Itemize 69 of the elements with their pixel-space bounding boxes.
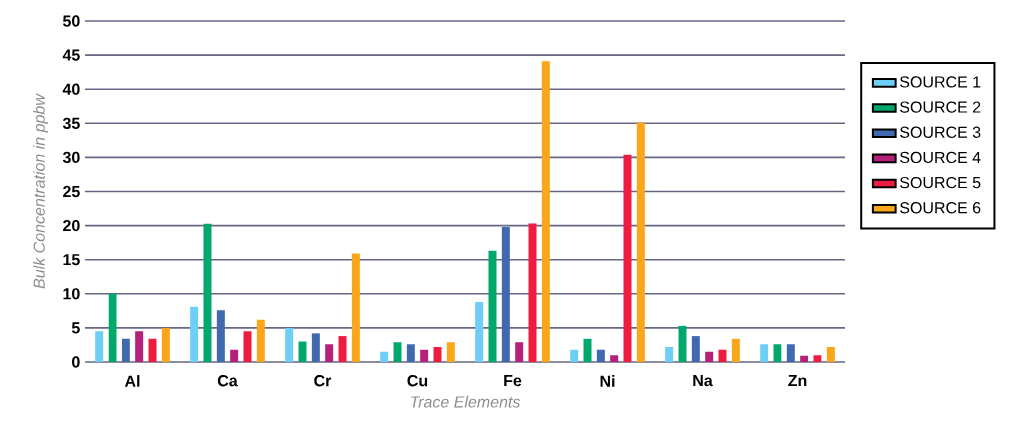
bar (718, 349, 727, 362)
bar (161, 327, 170, 362)
bar (311, 333, 320, 362)
x-tick-label: Al (124, 375, 140, 387)
y-tick-label: 20 (63, 219, 80, 232)
y-tick-label: 15 (63, 254, 80, 266)
x-tick-label: Zn (788, 375, 807, 387)
bar (420, 349, 429, 362)
bar (515, 342, 524, 362)
bar (216, 310, 225, 362)
bar (636, 122, 645, 362)
bar (731, 338, 740, 362)
bar (256, 319, 265, 362)
bar (285, 327, 294, 362)
x-tick-label: Cu (407, 375, 428, 387)
legend-label: SOURCE 2 (900, 101, 981, 113)
bar (488, 250, 497, 362)
bar (826, 347, 835, 362)
bar (610, 355, 619, 362)
y-tick-label: 45 (62, 49, 80, 61)
bar (528, 223, 537, 362)
legend-label: SOURCE 6 (900, 202, 981, 214)
y-tick-label: 25 (63, 185, 80, 198)
x-tick-label: Na (693, 375, 713, 387)
x-axis-title: Trace Elements (411, 395, 521, 408)
bar (501, 226, 510, 362)
bar (665, 347, 674, 362)
y-tick-label: 10 (63, 288, 80, 300)
bar (800, 355, 809, 362)
bar (596, 349, 605, 362)
bar (433, 347, 442, 362)
y-tick-label: 50 (62, 15, 80, 27)
bar (541, 61, 550, 362)
y-tick-label: 35 (62, 117, 80, 129)
bar (570, 349, 579, 362)
y-tick-label: 0 (72, 356, 80, 368)
x-tick-label: Ca (217, 375, 238, 387)
legend-label: SOURCE 4 (900, 151, 981, 164)
bar (351, 253, 360, 362)
bar (338, 336, 347, 362)
bar (190, 306, 199, 362)
bar (135, 331, 144, 362)
bar (623, 154, 632, 362)
bar (406, 344, 415, 362)
bar (583, 338, 592, 362)
legend-label: SOURCE 3 (900, 126, 981, 138)
x-tick-label: Fe (504, 375, 522, 387)
y-axis-title: Bulk Concentration in ppbw (33, 93, 49, 289)
bar (678, 325, 687, 362)
bar (446, 342, 455, 362)
bar (230, 349, 239, 362)
bar (705, 351, 714, 362)
bar (298, 341, 307, 362)
x-tick-label: Ni (600, 375, 615, 387)
bar (393, 342, 402, 362)
y-tick-label: 40 (62, 83, 80, 95)
y-tick-label: 30 (62, 151, 80, 164)
bar (121, 338, 130, 362)
bar (475, 301, 484, 362)
bar (325, 344, 334, 362)
bar (691, 336, 700, 362)
bar (380, 351, 389, 362)
bar (148, 338, 157, 362)
y-tick-label: 5 (71, 322, 80, 334)
legend-label: SOURCE 5 (900, 176, 981, 189)
bar (760, 344, 769, 362)
bar (243, 331, 252, 362)
x-tick-label: Cr (314, 375, 332, 387)
legend-label: SOURCE 1 (900, 76, 981, 88)
